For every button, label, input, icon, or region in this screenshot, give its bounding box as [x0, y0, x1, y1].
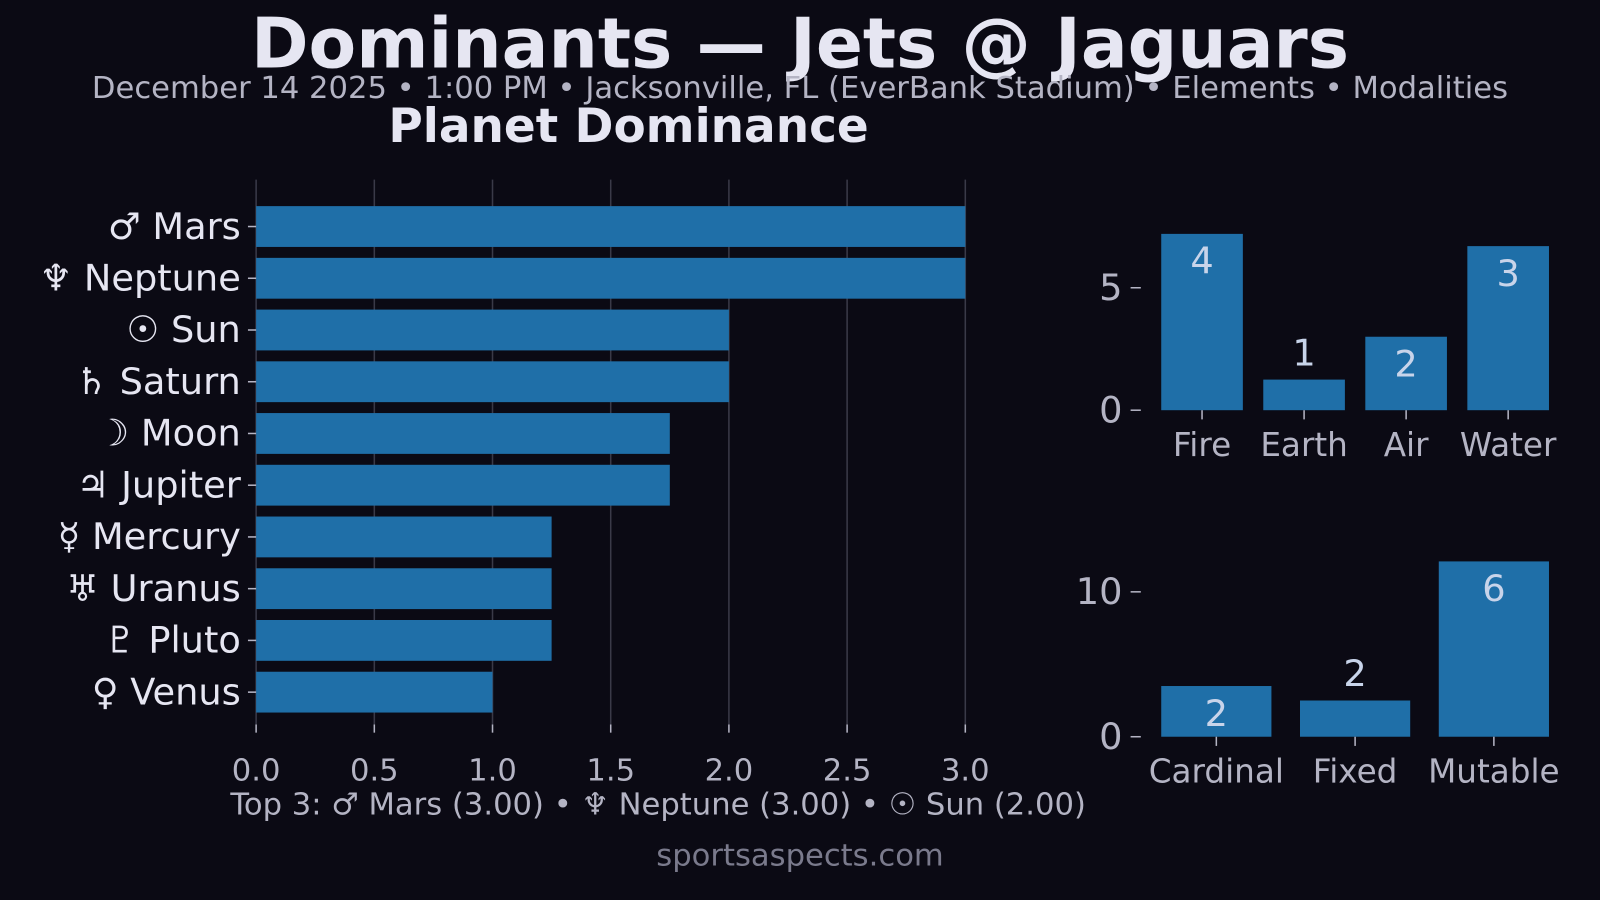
- data-label: 1: [1292, 331, 1315, 374]
- data-label: 3: [1496, 252, 1519, 295]
- x-tick-label: 2.0: [705, 754, 754, 789]
- data-label: 2: [1343, 652, 1366, 695]
- x-tick-label: 1.5: [586, 754, 635, 789]
- y-tick-label: ♅ Uranus: [66, 567, 241, 610]
- bar: [256, 361, 729, 403]
- bar: [1467, 246, 1549, 411]
- planet-dominance-chart: 0.0 0.5 1.0 1.5 2.0 2.5 3.0 ♂ Mars ♆ Neptune ☉ Su…: [39, 179, 990, 789]
- bar: [256, 671, 493, 713]
- bar: [1161, 233, 1243, 411]
- y-tick-label: ♇ Pluto: [104, 619, 241, 662]
- x-tick-label: Water: [1460, 426, 1557, 464]
- planet-chart-title: Planet Dominance: [388, 99, 868, 154]
- y-tick-label: ♃ Jupiter: [77, 463, 242, 506]
- x-tick-label: 0.5: [350, 754, 399, 789]
- y-tick-label: ☽ Moon: [96, 412, 240, 455]
- y-tick-label: ☿ Mercury: [58, 515, 241, 558]
- y-tick-label: ♄ Saturn: [75, 360, 241, 403]
- top3-caption: Top 3: ♂ Mars (3.00) • ♆ Neptune (3.00) …: [229, 787, 1085, 822]
- y-tick-label: ☉ Sun: [126, 308, 240, 351]
- x-tick-label: Air: [1384, 426, 1429, 464]
- bar: [256, 413, 670, 454]
- bar: [256, 568, 552, 610]
- x-tick-label: Fire: [1173, 426, 1231, 464]
- modalities-chart: 0 10 Cardinal 2 Fixed 2 Mutable 6: [1076, 561, 1560, 791]
- bar: [256, 620, 552, 661]
- bar: [1263, 379, 1345, 411]
- bar: [256, 309, 729, 351]
- x-tick-label: 3.0: [941, 754, 990, 789]
- x-tick-label: 0.0: [232, 754, 281, 789]
- y-tick-label: ♂ Mars: [108, 205, 241, 248]
- footer-site: sportsaspects.com: [656, 838, 944, 873]
- bar: [1300, 700, 1411, 737]
- bar: [256, 516, 552, 558]
- y-tick-label: 0: [1099, 715, 1122, 758]
- y-tick-label: 10: [1076, 570, 1123, 613]
- data-label: 4: [1190, 240, 1213, 283]
- x-tick-label: 2.5: [823, 754, 872, 789]
- bar: [1365, 336, 1447, 411]
- elements-chart: 0 5 Fire 4 Earth 1 Air 2 Water 3: [1099, 233, 1557, 464]
- data-label: 2: [1205, 692, 1228, 735]
- figure-title: Dominants — Jets @ Jaguars: [251, 4, 1349, 84]
- y-tick-label: 0: [1099, 388, 1122, 431]
- x-tick-label: Earth: [1260, 426, 1348, 464]
- y-tick-label: ♆ Neptune: [39, 257, 241, 300]
- x-tick-label: Cardinal: [1149, 753, 1284, 791]
- bar: [256, 257, 966, 299]
- bar: [256, 206, 966, 247]
- x-tick-label: 1.0: [468, 754, 517, 789]
- x-tick-label: Mutable: [1428, 753, 1560, 791]
- bar: [1438, 561, 1549, 737]
- bar: [1161, 686, 1272, 737]
- y-tick-label: 5: [1099, 266, 1122, 309]
- x-tick-label: Fixed: [1313, 753, 1398, 791]
- y-tick-label: ♀ Venus: [92, 670, 241, 713]
- bar: [256, 464, 670, 506]
- data-label: 6: [1482, 567, 1505, 610]
- figure-subtitle: December 14 2025 • 1:00 PM • Jacksonvill…: [92, 71, 1508, 106]
- data-label: 2: [1394, 343, 1417, 386]
